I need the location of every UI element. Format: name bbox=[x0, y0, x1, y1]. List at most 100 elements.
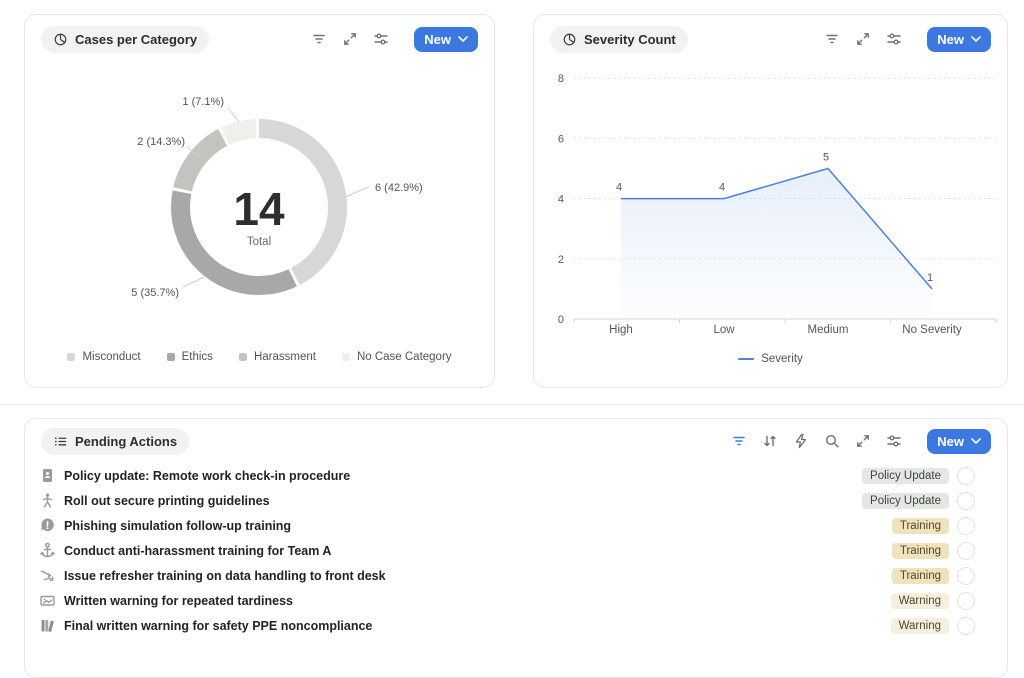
pending-row-text: Issue refresher training on data handlin… bbox=[64, 568, 386, 583]
sliders-icon[interactable] bbox=[883, 430, 905, 452]
pending-row[interactable]: Written warning for repeated tardiness W… bbox=[25, 588, 1007, 613]
legend-label: Harassment bbox=[253, 351, 316, 363]
legend-label: No Case Category bbox=[356, 351, 452, 363]
legend-item-misconduct[interactable]: Misconduct bbox=[67, 351, 141, 363]
list-icon bbox=[53, 434, 68, 449]
severity-toolbar: New bbox=[821, 26, 991, 52]
y-axis-tick-label: 6 bbox=[558, 133, 564, 145]
donut-total-value: 14 bbox=[233, 183, 285, 235]
pending-row-tag: Training bbox=[891, 517, 949, 534]
new-button[interactable]: New bbox=[414, 26, 478, 52]
pending-row-status-circle[interactable] bbox=[957, 591, 975, 610]
pending-row-tag: Policy Update bbox=[862, 492, 949, 509]
y-axis-tick-label: 2 bbox=[558, 254, 564, 266]
pending-row-text: Conduct anti-harassment training for Tea… bbox=[64, 543, 332, 558]
new-button-label: New bbox=[424, 31, 451, 47]
new-button[interactable]: New bbox=[927, 428, 991, 454]
cases-title-pill: Cases per Category bbox=[41, 25, 210, 53]
severity-count-card: Severity Count New 8 6 4 2 0 4 4 5 1 High Low Mediu… bbox=[533, 14, 1008, 388]
donut-segment-misconduct[interactable] bbox=[171, 119, 347, 295]
pending-toolbar: New bbox=[728, 428, 991, 454]
legend-item-harassment[interactable]: Harassment bbox=[238, 351, 316, 363]
books-icon bbox=[39, 617, 56, 634]
filter-icon[interactable] bbox=[728, 430, 750, 452]
severity-card-title: Severity Count bbox=[584, 31, 676, 47]
pending-row-status-circle[interactable] bbox=[957, 466, 975, 485]
expand-icon[interactable] bbox=[852, 430, 874, 452]
x-axis-category-label: No Severity bbox=[902, 324, 962, 336]
severity-card-header: Severity Count New bbox=[534, 15, 1007, 63]
chevron-down-icon bbox=[971, 438, 981, 444]
pending-row-status-circle[interactable] bbox=[957, 566, 975, 585]
cases-card-title: Cases per Category bbox=[75, 31, 198, 47]
donut-callout-label: 1 (7.1%) bbox=[182, 96, 224, 108]
legend-swatch bbox=[166, 353, 175, 361]
donut-callout-label: 6 (42.9%) bbox=[375, 182, 423, 194]
pending-title-pill: Pending Actions bbox=[41, 427, 190, 455]
pending-row-text: Phishing simulation follow-up training bbox=[64, 518, 292, 533]
pending-row[interactable]: Issue refresher training on data handlin… bbox=[25, 563, 1007, 588]
section-divider bbox=[0, 404, 1024, 405]
cases-per-category-card: Cases per Category New 14 Total 6 (42.9%) 5… bbox=[24, 14, 495, 388]
data-point-label: 1 bbox=[927, 272, 933, 284]
legend-item-ethics[interactable]: Ethics bbox=[166, 351, 213, 363]
zap-icon[interactable] bbox=[790, 430, 812, 452]
pending-row-text: Roll out secure printing guidelines bbox=[64, 493, 270, 508]
legend-swatch bbox=[341, 353, 350, 361]
pending-actions-list: Policy update: Remote work check-in proc… bbox=[25, 463, 1007, 638]
donut-callout-label: 2 (14.3%) bbox=[137, 136, 185, 148]
legend-label: Ethics bbox=[181, 351, 213, 363]
y-axis-tick-label: 0 bbox=[558, 314, 564, 326]
line-chart: 8 6 4 2 0 4 4 5 1 High Low Medium No Severity bbox=[558, 73, 997, 336]
pending-card-title: Pending Actions bbox=[75, 433, 178, 449]
speech-exclamation-icon bbox=[39, 517, 56, 534]
donut-callout-label: 5 (35.7%) bbox=[131, 287, 179, 299]
pending-row-status-circle[interactable] bbox=[957, 491, 975, 510]
legend-swatch bbox=[67, 353, 76, 361]
notebook-icon bbox=[39, 467, 56, 484]
legend-item-severity[interactable]: Severity bbox=[738, 353, 803, 365]
pending-row-text: Policy update: Remote work check-in proc… bbox=[64, 468, 351, 483]
donut-total-label: Total bbox=[247, 236, 271, 248]
y-axis-tick-label: 4 bbox=[558, 194, 564, 206]
cases-card-header: Cases per Category New bbox=[25, 15, 494, 63]
line-legend: Severity bbox=[534, 353, 1007, 365]
new-button-label: New bbox=[937, 433, 964, 449]
pending-row-status-circle[interactable] bbox=[957, 541, 975, 560]
pending-card-header: Pending Actions New bbox=[25, 419, 1007, 463]
data-point-label: 4 bbox=[616, 182, 622, 194]
pending-row[interactable]: Phishing simulation follow-up training T… bbox=[25, 513, 1007, 538]
pending-row[interactable]: Roll out secure printing guidelines Poli… bbox=[25, 488, 1007, 513]
legend-item-no-case-category[interactable]: No Case Category bbox=[341, 351, 452, 363]
severity-title-pill: Severity Count bbox=[550, 25, 688, 53]
pending-row-status-circle[interactable] bbox=[957, 516, 975, 535]
new-button[interactable]: New bbox=[927, 26, 991, 52]
pending-row-tag: Training bbox=[891, 542, 949, 559]
x-axis-category-label: Low bbox=[713, 324, 735, 336]
pending-row-tag: Warning bbox=[890, 592, 949, 609]
pending-row[interactable]: Policy update: Remote work check-in proc… bbox=[25, 463, 1007, 488]
y-axis-tick-label: 8 bbox=[558, 73, 564, 85]
anchor-icon bbox=[39, 542, 56, 559]
pending-row[interactable]: Final written warning for safety PPE non… bbox=[25, 613, 1007, 638]
pending-row-tag: Training bbox=[891, 567, 949, 584]
person-icon bbox=[39, 492, 56, 509]
pending-row-status-circle[interactable] bbox=[957, 616, 975, 635]
cases-toolbar: New bbox=[308, 26, 478, 52]
search-icon[interactable] bbox=[821, 430, 843, 452]
x-axis-category-label: Medium bbox=[808, 324, 849, 336]
donut-legend: Misconduct Ethics Harassment No Case Catego… bbox=[25, 351, 494, 363]
x-axis-category-label: High bbox=[609, 324, 633, 336]
picture-frame-icon bbox=[39, 592, 56, 609]
pending-row-tag: Warning bbox=[890, 617, 949, 634]
shuffle-arrows-icon bbox=[39, 567, 56, 584]
donut-segment-ethics[interactable] bbox=[171, 119, 347, 295]
pending-row-text: Final written warning for safety PPE non… bbox=[64, 618, 373, 633]
pending-row[interactable]: Conduct anti-harassment training for Tea… bbox=[25, 538, 1007, 563]
sort-icon[interactable] bbox=[759, 430, 781, 452]
severity-line-series[interactable] bbox=[621, 167, 933, 290]
pending-row-text: Written warning for repeated tardiness bbox=[64, 593, 293, 608]
new-button-label: New bbox=[937, 31, 964, 47]
legend-label: Misconduct bbox=[82, 351, 141, 363]
